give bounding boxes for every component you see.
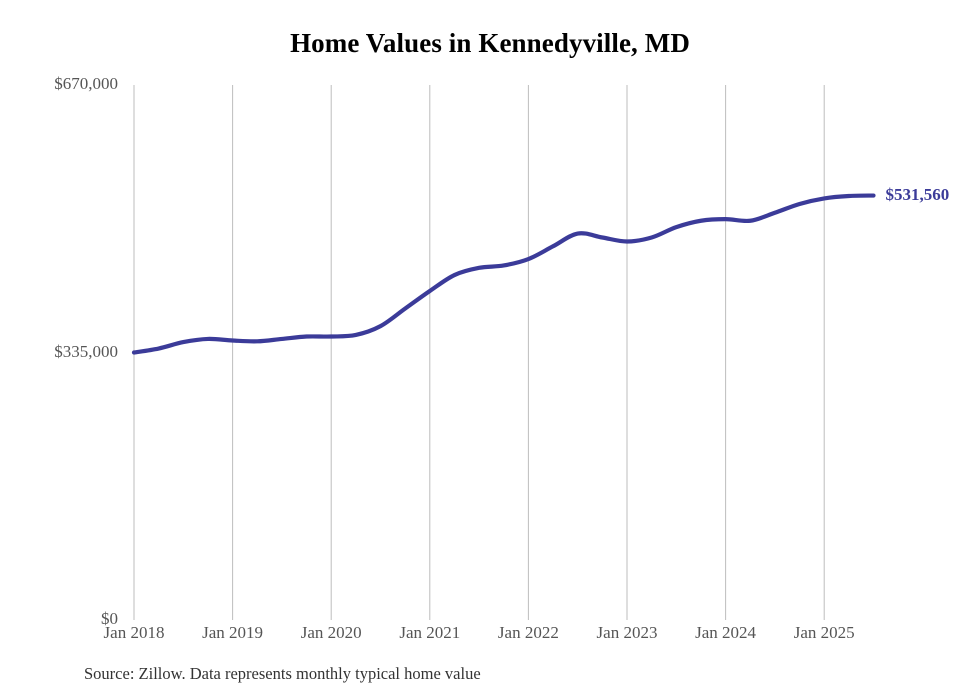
x-axis-tick-label: Jan 2022 (497, 623, 559, 642)
y-axis-tick-label: $670,000 (54, 74, 118, 93)
x-axis-tick-label: Jan 2018 (103, 623, 165, 642)
end-value-annotation: $531,560 (885, 184, 950, 204)
y-axis-tick-label: $335,000 (54, 341, 118, 361)
x-axis-tick-label: Jan 2021 (399, 623, 461, 642)
home-value-line (131, 193, 876, 355)
x-axis-tick-label: Jan 2019 (202, 623, 264, 642)
chart-title: Home Values in Kennedyville, MD (290, 28, 690, 58)
x-axis-tick-label: Jan 2020 (300, 623, 362, 642)
gridlines-group (133, 85, 825, 620)
x-axis-tick-label: Jan 2024 (695, 623, 757, 642)
y-axis-tick-label: $0 (101, 609, 118, 628)
source-note: Source: Zillow. Data represents monthly … (84, 664, 481, 683)
x-axis-tick-label: Jan 2023 (596, 623, 658, 642)
x-axis-tick-label: Jan 2025 (793, 623, 855, 642)
